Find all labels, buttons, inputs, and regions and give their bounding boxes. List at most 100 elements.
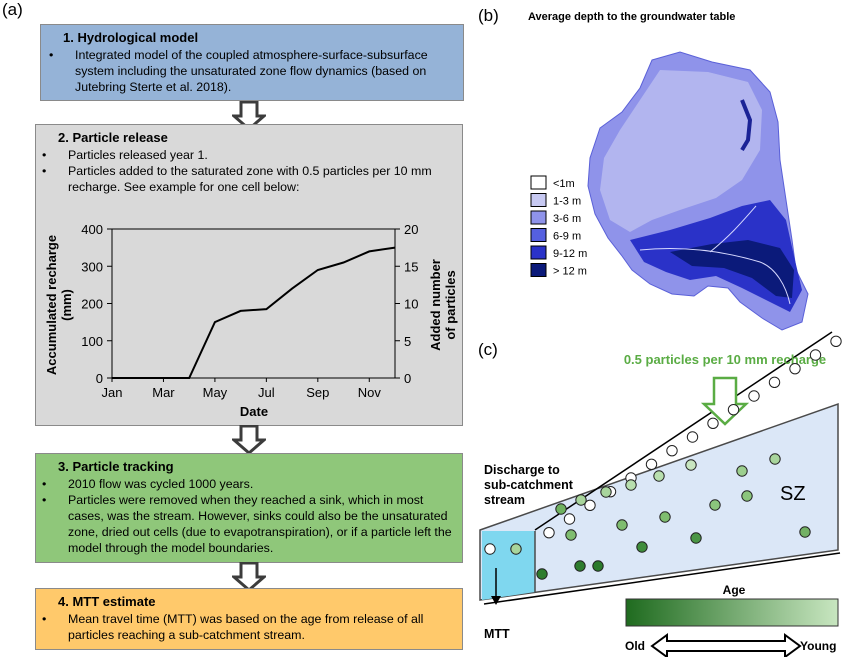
flow-arrow-2 — [232, 425, 266, 455]
flow-arrow-1 — [232, 101, 266, 131]
young-label: Young — [800, 639, 836, 653]
bullet-item: • Particles were removed when they reache… — [42, 492, 454, 556]
legend-swatch — [530, 228, 547, 242]
particle — [748, 390, 760, 402]
chart-x-tick-label: Nov — [358, 385, 382, 400]
particle — [565, 529, 577, 541]
particle — [685, 459, 697, 471]
particle — [555, 503, 567, 515]
particle — [584, 499, 596, 512]
bullet-text: Particles released year 1. — [68, 148, 208, 162]
map-legend: <1m 1-3 m 3-6 m 6-9 m 9-12 m > 12 m — [530, 175, 587, 278]
deepest-zone — [670, 240, 794, 298]
particle — [736, 465, 748, 477]
base-line — [483, 552, 841, 605]
chart-y-tick-label: 0 — [96, 371, 103, 386]
particle-tracking-box: 3. Particle tracking • 2010 flow was cycl… — [35, 453, 463, 563]
shallow-zone — [600, 70, 762, 232]
legend-swatch — [530, 210, 547, 225]
chart-y-tick-label: 400 — [81, 222, 103, 237]
particle — [690, 532, 702, 544]
bullet-item: • Integrated model of the coupled atmosph… — [49, 47, 455, 95]
chart-x-tick-label: Jul — [258, 385, 275, 400]
particle — [768, 376, 781, 389]
particle — [727, 403, 740, 416]
bullet-item: • Mean travel time (MTT) was based on the… — [42, 611, 454, 643]
recharge-series-line — [112, 246, 396, 379]
particle — [645, 458, 658, 471]
legend-swatch — [530, 175, 547, 190]
panel-label-a: (a) — [2, 0, 23, 19]
chart-x-axis-label: Date — [240, 404, 268, 419]
particle — [636, 541, 648, 553]
chart-y2-tick-label: 0 — [404, 371, 411, 386]
particle — [563, 513, 576, 525]
chart-y-axis-label-line: (mm) — [59, 289, 74, 321]
mtt-arrow-head — [491, 596, 501, 605]
bullet-mark: • — [42, 164, 47, 178]
chart-x-tick-label: Mar — [152, 385, 175, 400]
particle — [574, 560, 586, 572]
bullet-text: 2010 flow was cycled 1000 years. — [68, 477, 254, 491]
particle — [653, 470, 665, 482]
groundwater-map-panel: Average depth to the groundwater table <… — [528, 11, 809, 331]
mtt-estimate-box: 4. MTT estimate • Mean travel time (MTT) … — [35, 588, 463, 650]
mtt-estimate-title: 4. MTT estimate — [58, 594, 156, 609]
chart-y-axis-label-line: Accumulated recharge — [44, 235, 59, 375]
legend-swatch — [530, 193, 547, 207]
chart-y2-axis-label-line: Added number — [428, 259, 443, 351]
legend-label: 3-6 m — [553, 213, 581, 225]
chart-y2-axis-label-line: of particles — [443, 270, 458, 339]
particle — [769, 453, 781, 465]
particle-tracking-title: 3. Particle tracking — [58, 459, 174, 474]
bullet-item: • Particles released year 1. — [42, 147, 454, 163]
particle — [616, 519, 628, 531]
chart-y2-tick-label: 15 — [404, 259, 418, 274]
bullet-mark: • — [49, 48, 54, 62]
catchment-map — [587, 51, 809, 331]
panel-label-c: (c) — [478, 340, 498, 359]
chart-y2-tick-label: 10 — [404, 297, 418, 312]
age-label: Age — [723, 583, 746, 597]
legend-label: <1m — [553, 178, 575, 190]
discharge-label-line: Discharge to — [484, 463, 560, 477]
recharge-arrow — [700, 376, 750, 426]
particle — [707, 417, 719, 430]
particle — [741, 490, 753, 502]
particle — [536, 568, 548, 580]
particle — [543, 526, 555, 539]
particle — [659, 511, 671, 523]
age-gradient-bar — [625, 598, 839, 627]
recharge-label: 0.5 particles per 10 mm recharge — [624, 352, 826, 367]
particle — [799, 526, 811, 538]
hydrological-model-title: 1. Hydrological model — [63, 30, 199, 45]
particle — [789, 362, 801, 375]
chart-axes: 0 100 200 300 400 0 5 10 15 20 Jan Mar May Jul Sep Nov — [81, 222, 418, 400]
saturated-zone — [479, 402, 839, 601]
chart-y2-axis-label: Added number of particles — [428, 259, 458, 351]
particle — [510, 543, 522, 555]
chart-x-tick-label: May — [203, 385, 228, 400]
legend-swatch — [530, 263, 547, 277]
map-title: Average depth to the groundwater table — [528, 11, 735, 23]
age-double-arrow — [650, 633, 802, 657]
chart-y-tick-label: 200 — [81, 297, 103, 312]
particle — [625, 479, 637, 491]
bullet-text: Particles were removed when they reached… — [68, 493, 452, 555]
bullet-item: • Particles added to the saturated zone w… — [42, 163, 454, 195]
legend-label: > 12 m — [553, 266, 587, 278]
stream-cell — [482, 531, 535, 600]
bullet-mark: • — [42, 477, 47, 491]
legend-label: 6-9 m — [553, 231, 581, 243]
bullet-text: Mean travel time (MTT) was based on the … — [68, 612, 424, 642]
particle — [592, 560, 604, 572]
bullet-text: Integrated model of the coupled atmosphe… — [75, 48, 428, 94]
chart-y2-tick-label: 20 — [404, 222, 418, 237]
bullet-item: • 2010 flow was cycled 1000 years. — [42, 476, 454, 492]
particle — [666, 444, 678, 457]
chart-y-tick-label: 300 — [81, 259, 103, 274]
bullet-text: Particles added to the saturated zone wi… — [68, 164, 432, 194]
chart-y2-tick-label: 5 — [404, 334, 411, 349]
